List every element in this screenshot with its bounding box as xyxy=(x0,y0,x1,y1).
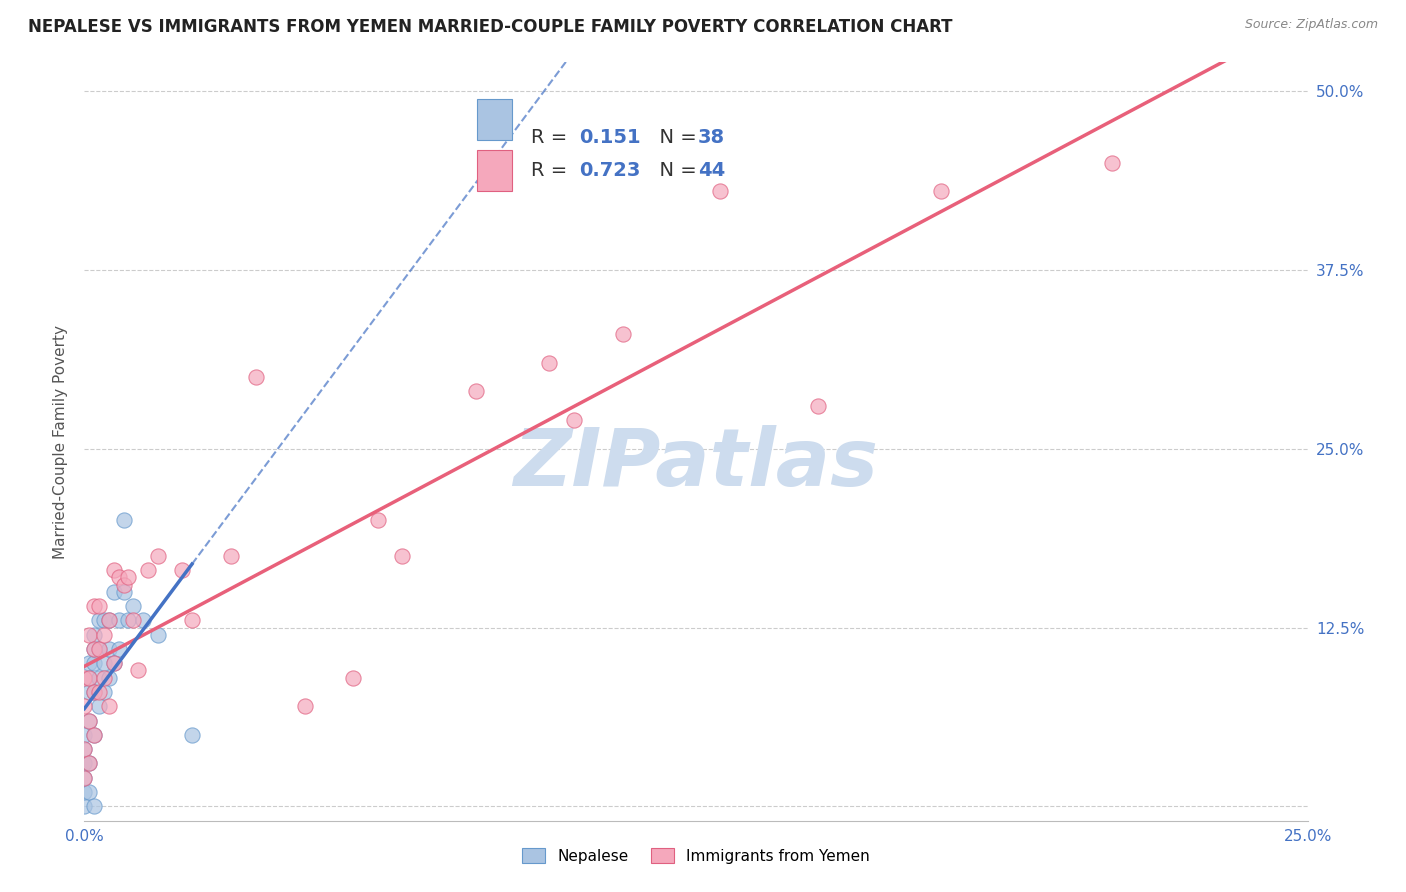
Point xyxy=(342,671,364,685)
Point xyxy=(117,613,139,627)
Point xyxy=(73,771,96,785)
Point xyxy=(97,671,120,685)
Point xyxy=(73,771,96,785)
Point xyxy=(93,685,115,699)
Point xyxy=(146,628,169,642)
Point xyxy=(77,756,100,771)
Point xyxy=(122,613,145,627)
Point xyxy=(1101,155,1123,169)
Point xyxy=(294,699,316,714)
Point xyxy=(77,628,100,642)
Point xyxy=(709,184,731,198)
Point xyxy=(77,785,100,799)
Point xyxy=(73,799,96,814)
Point xyxy=(77,714,100,728)
Point xyxy=(83,685,105,699)
Point xyxy=(807,399,830,413)
Text: Source: ZipAtlas.com: Source: ZipAtlas.com xyxy=(1244,18,1378,31)
Point xyxy=(83,642,105,657)
Point xyxy=(122,599,145,613)
Point xyxy=(77,657,100,671)
Point xyxy=(93,628,115,642)
Point xyxy=(73,742,96,756)
Point xyxy=(87,642,110,657)
Point xyxy=(93,657,115,671)
Point xyxy=(73,756,96,771)
Point xyxy=(73,699,96,714)
Point xyxy=(929,184,952,198)
Point xyxy=(367,513,389,527)
Point xyxy=(107,642,129,657)
Point xyxy=(132,613,155,627)
Point xyxy=(83,599,105,613)
Point xyxy=(77,756,100,771)
Point xyxy=(97,642,120,657)
Point xyxy=(562,413,585,427)
Point xyxy=(612,327,634,342)
Legend: Nepalese, Immigrants from Yemen: Nepalese, Immigrants from Yemen xyxy=(516,842,876,870)
Point xyxy=(73,728,96,742)
Point xyxy=(83,657,105,671)
Y-axis label: Married-Couple Family Poverty: Married-Couple Family Poverty xyxy=(52,325,67,558)
Point xyxy=(97,699,120,714)
Point xyxy=(73,671,96,685)
Point xyxy=(77,671,100,685)
Point xyxy=(93,671,115,685)
Point xyxy=(87,642,110,657)
Point xyxy=(97,613,120,627)
Point xyxy=(391,549,413,563)
Text: NEPALESE VS IMMIGRANTS FROM YEMEN MARRIED-COUPLE FAMILY POVERTY CORRELATION CHAR: NEPALESE VS IMMIGRANTS FROM YEMEN MARRIE… xyxy=(28,18,953,36)
Point xyxy=(103,584,125,599)
Point xyxy=(77,671,100,685)
Point xyxy=(87,599,110,613)
Point xyxy=(146,549,169,563)
Point xyxy=(97,613,120,627)
Point xyxy=(112,577,135,591)
Point xyxy=(103,563,125,577)
Point xyxy=(181,613,204,627)
Point xyxy=(103,657,125,671)
Point xyxy=(77,685,100,699)
Point xyxy=(107,570,129,584)
Point xyxy=(538,356,561,370)
Point xyxy=(83,642,105,657)
Point xyxy=(181,728,204,742)
Point xyxy=(107,613,129,627)
Point xyxy=(83,728,105,742)
Point xyxy=(73,742,96,756)
Point xyxy=(172,563,194,577)
Point xyxy=(87,613,110,627)
Point xyxy=(87,699,110,714)
Point xyxy=(83,728,105,742)
Point xyxy=(245,370,267,384)
Point xyxy=(464,384,486,399)
Point xyxy=(117,570,139,584)
Point xyxy=(127,664,149,678)
Point xyxy=(87,685,110,699)
Point xyxy=(103,657,125,671)
Point xyxy=(83,685,105,699)
Point xyxy=(73,785,96,799)
Point xyxy=(87,671,110,685)
Point xyxy=(83,628,105,642)
Point xyxy=(77,714,100,728)
Text: ZIPatlas: ZIPatlas xyxy=(513,425,879,503)
Point xyxy=(112,584,135,599)
Point xyxy=(93,613,115,627)
Point xyxy=(136,563,159,577)
Point xyxy=(112,513,135,527)
Point xyxy=(219,549,242,563)
Point xyxy=(83,799,105,814)
